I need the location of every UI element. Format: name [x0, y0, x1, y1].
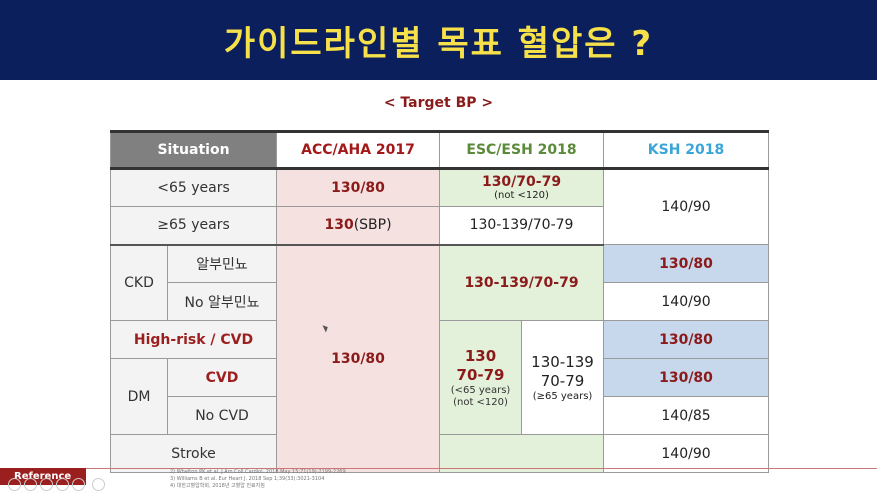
acc-over-65-bold: 130	[324, 217, 354, 234]
reference-item: 4) 대한고혈압학회, 2018년 고혈압 진료지침	[170, 483, 265, 489]
ksh-ckd-albuminuria: 130/80	[603, 244, 770, 283]
table-caption: < Target BP >	[383, 95, 494, 111]
ksh-stroke: 140/90	[603, 434, 770, 473]
esc-dm-over-65-note: (≥65 years)	[532, 390, 593, 402]
header-ksh: KSH 2018	[603, 130, 770, 170]
row-under-65: <65 years 130/80 130/70-79 (not <120) 14…	[109, 168, 770, 245]
ksh-ckd-no-albuminuria: 140/90	[603, 282, 770, 321]
label-dm: DM	[110, 358, 168, 435]
esc-dm-under-65: 130 70-79 (<65 years) (not <120)	[439, 320, 523, 435]
ksh-age-rows: 140/90	[603, 168, 770, 245]
label-under-65: <65 years	[109, 168, 278, 207]
esc-dm-under-65-sbp: 130	[464, 346, 497, 365]
row-high-risk: High-risk / CVD 130 70-79 (<65 years) (n…	[109, 320, 770, 435]
row-over-65: ≥65 years 130(SBP) 130-139/70-79	[109, 206, 769, 246]
label-dm-cvd: CVD	[166, 358, 278, 397]
title-bar: 가이드라인별 목표 혈압은 ?	[0, 0, 877, 80]
target-bp-table: Situation ACC/AHA 2017 ESC/ESH 2018 KSH …	[109, 130, 770, 473]
esc-under-65-value: 130/70-79	[481, 174, 562, 190]
label-ckd-albuminuria: 알부민뇨	[166, 244, 278, 283]
header-esc-esh: ESC/ESH 2018	[439, 130, 605, 170]
page-title: 가이드라인별 목표 혈압은 ?	[223, 23, 654, 64]
esc-under-65: 130/70-79 (not <120)	[439, 168, 605, 207]
esc-dm-under-65-dbp: 70-79	[456, 365, 505, 384]
slideshow-prev-icon[interactable]	[8, 478, 21, 491]
row-ckd-no-albuminuria: No 알부민뇨 140/90	[111, 282, 770, 321]
ksh-dm-no-cvd: 140/85	[603, 396, 770, 435]
esc-under-65-note: (not <120)	[494, 190, 549, 201]
ksh-high-risk: 130/80	[603, 320, 770, 359]
row-dm-no-cvd: No CVD 140/85	[111, 396, 770, 435]
esc-dm-under-65-note2: (not <120)	[453, 396, 508, 408]
reference-item: 2) Whelton PK et al. J Am Coll Cardiol. …	[170, 469, 346, 475]
acc-shared-value: 130/80	[276, 244, 441, 473]
table-header-row: Situation ACC/AHA 2017 ESC/ESH 2018 KSH …	[109, 130, 770, 170]
acc-over-65-unit: (SBP)	[353, 217, 392, 234]
row-dm-cvd: DM CVD 130/80	[110, 358, 770, 435]
row-ckd-albuminuria: CKD 알부민뇨 130/80 130-139/70-79 130/80	[110, 244, 770, 473]
footer-divider	[86, 468, 877, 469]
label-high-risk: High-risk / CVD	[109, 320, 278, 359]
header-acc-aha: ACC/AHA 2017	[276, 130, 441, 170]
esc-dm-over-65: 130-139 70-79 (≥65 years)	[521, 320, 605, 435]
esc-dm-under-65-note1: (<65 years)	[450, 384, 511, 396]
reference-list: 2) Whelton PK et al. J Am Coll Cardiol. …	[170, 469, 346, 490]
slideshow-more-icon[interactable]	[92, 478, 105, 491]
label-stroke: Stroke	[109, 434, 278, 473]
row-stroke: Stroke 140/90	[109, 434, 770, 473]
label-ckd: CKD	[110, 244, 168, 321]
label-ckd-no-albuminuria: No 알부민뇨	[166, 282, 278, 321]
esc-dm-over-65-dbp: 70-79	[540, 371, 585, 390]
acc-over-65: 130(SBP)	[276, 206, 441, 246]
esc-ckd: 130-139/70-79	[439, 244, 605, 321]
esc-over-65: 130-139/70-79	[439, 206, 605, 246]
esc-stroke-empty	[439, 434, 605, 473]
slideshow-pen-icon[interactable]	[40, 478, 53, 491]
slideshow-next-icon[interactable]	[24, 478, 37, 491]
slideshow-grid-icon[interactable]	[56, 478, 69, 491]
header-situation: Situation	[109, 130, 278, 170]
ksh-dm-cvd: 130/80	[603, 358, 770, 397]
reference-item: 3) Williams B et al. Eur Heart J. 2018 S…	[170, 476, 325, 482]
label-dm-no-cvd: No CVD	[166, 396, 278, 435]
esc-dm-over-65-sbp: 130-139	[531, 352, 594, 371]
label-over-65: ≥65 years	[109, 206, 278, 246]
slideshow-zoom-icon[interactable]	[72, 478, 85, 491]
acc-under-65: 130/80	[276, 168, 441, 207]
